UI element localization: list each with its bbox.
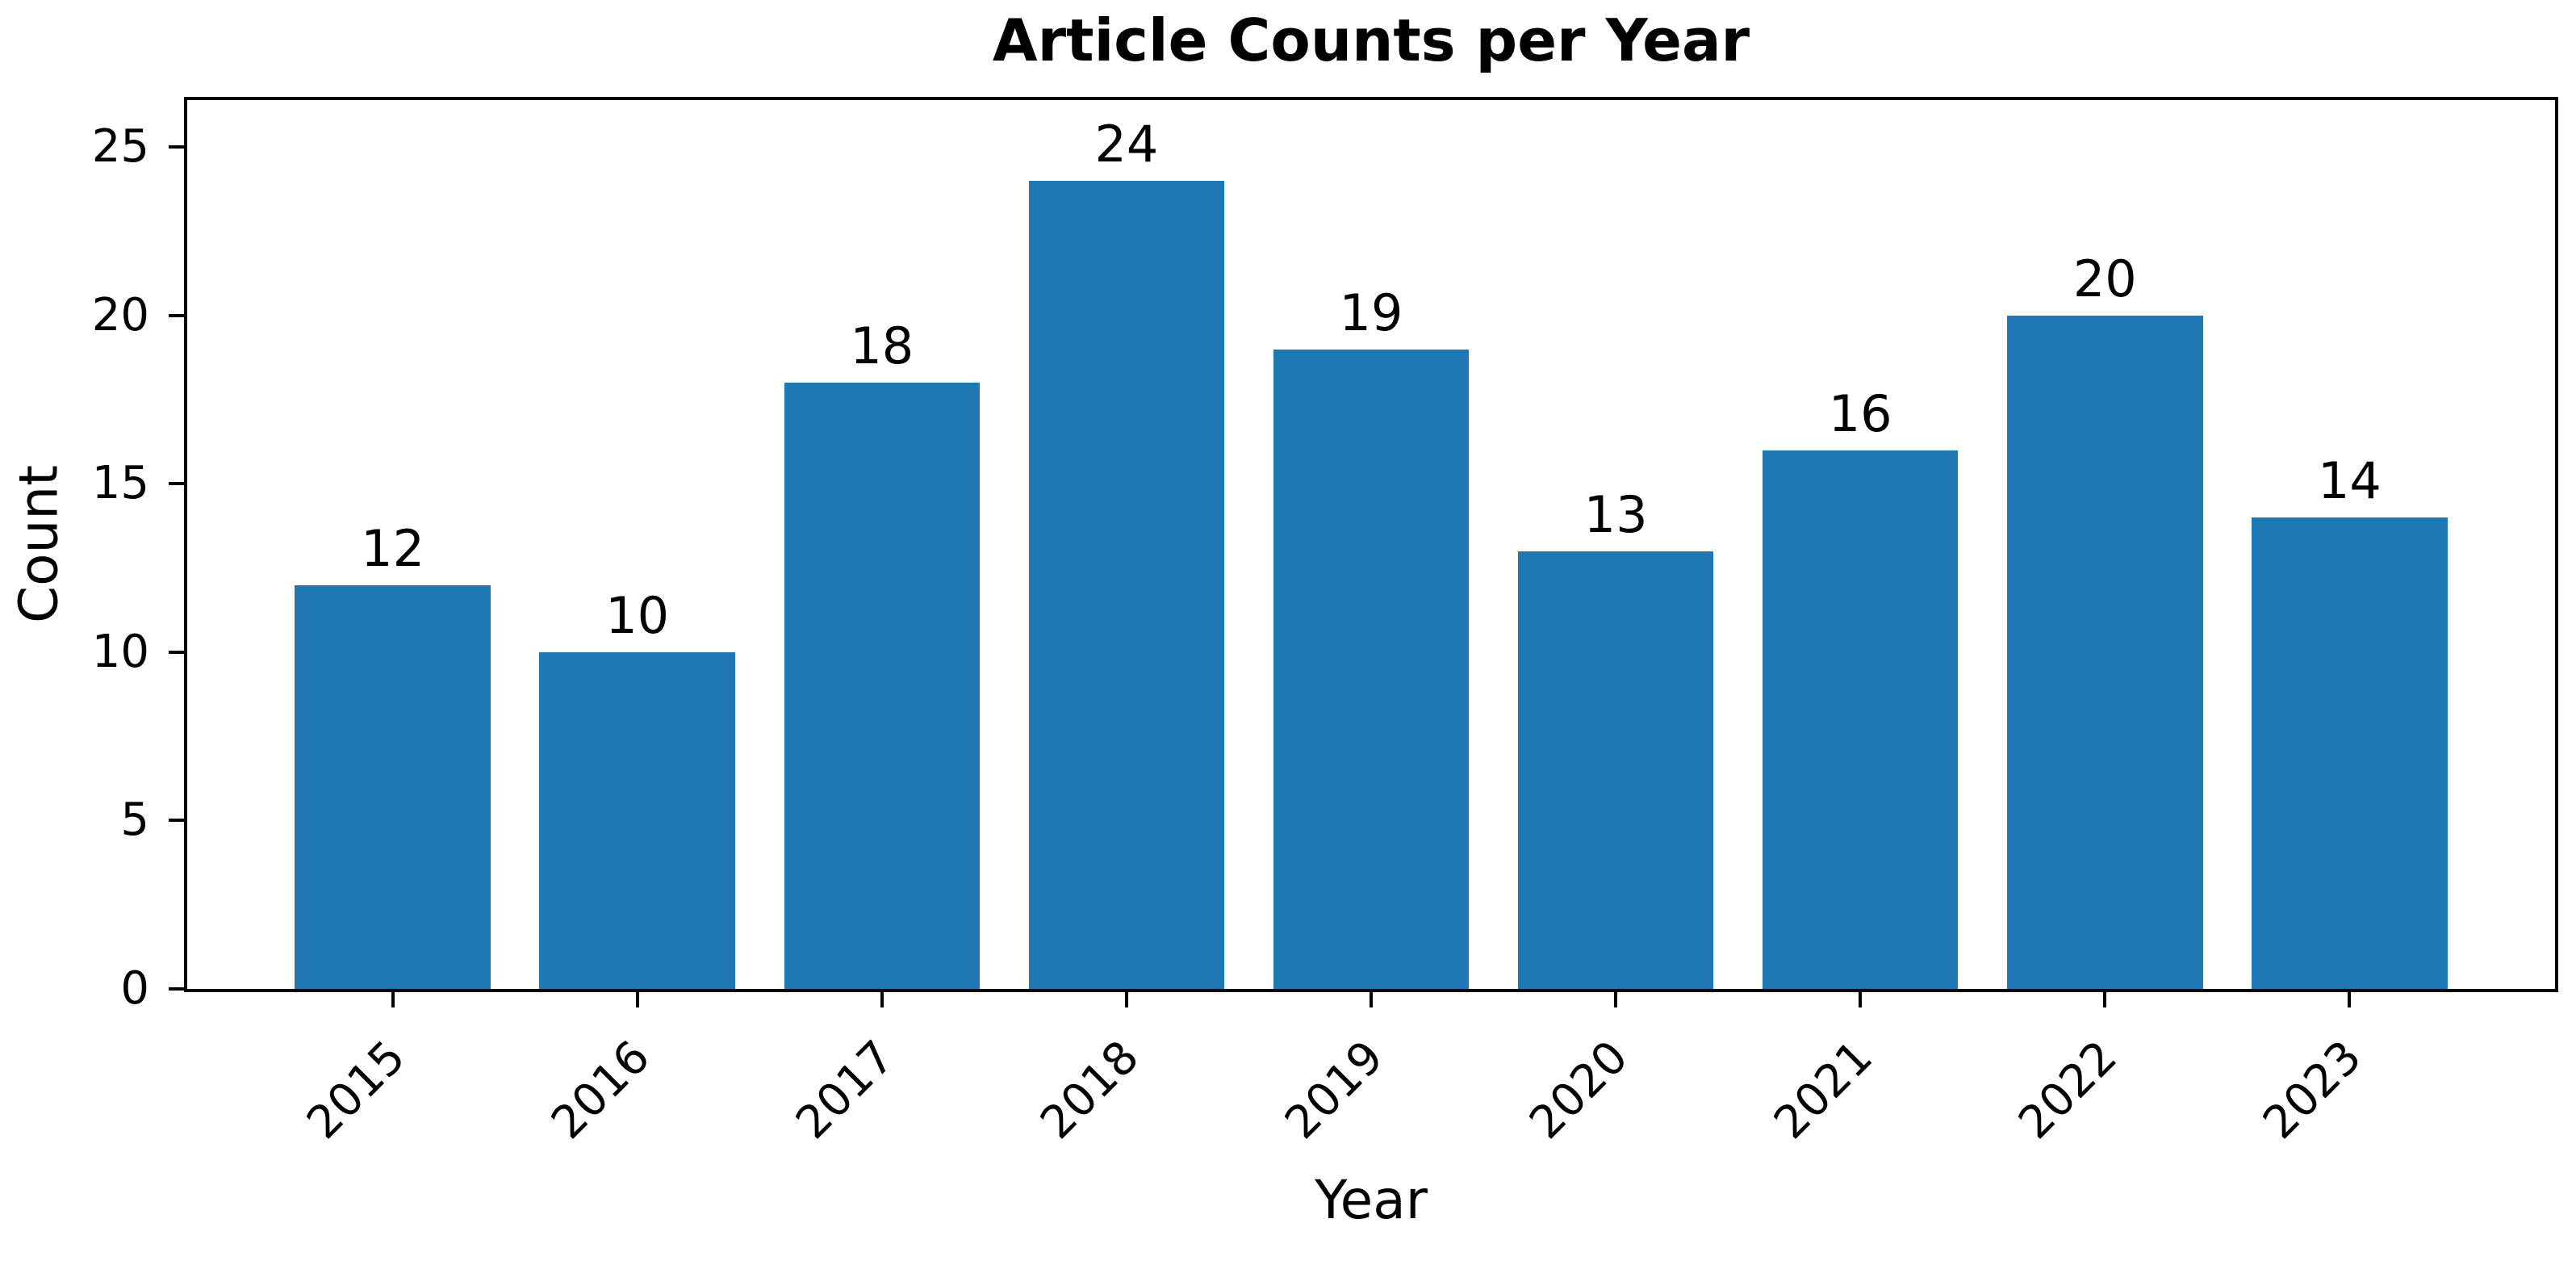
y-tick-label-15: 15 <box>91 457 149 510</box>
x-tick-mark <box>1124 992 1128 1007</box>
x-tick-label-2018: 2018 <box>1030 1030 1149 1150</box>
y-tick-mark <box>169 145 184 149</box>
x-tick-label-2022: 2022 <box>2009 1030 2128 1150</box>
x-tick-mark <box>391 992 395 1007</box>
chart-title: Article Counts per Year <box>992 6 1750 74</box>
bar-value-label-2021: 16 <box>1828 383 1892 443</box>
x-tick-label-2019: 2019 <box>1275 1030 1394 1150</box>
x-tick-mark <box>635 992 639 1007</box>
x-tick-mark <box>1859 992 1863 1007</box>
y-tick-mark <box>169 819 184 823</box>
x-tick-mark <box>2348 992 2352 1007</box>
x-tick-label-2016: 2016 <box>541 1030 660 1150</box>
y-tick-label-10: 10 <box>91 625 149 678</box>
bar-2021 <box>1762 450 1959 989</box>
y-tick-label-0: 0 <box>120 962 149 1015</box>
y-tick-label-5: 5 <box>120 794 149 847</box>
bar-value-label-2022: 20 <box>2072 249 2137 308</box>
y-tick-label-25: 25 <box>91 120 149 174</box>
bar-value-label-2020: 13 <box>1583 484 1648 544</box>
y-tick-mark <box>169 650 184 654</box>
x-tick-mark <box>2103 992 2107 1007</box>
y-tick-label-20: 20 <box>91 288 149 341</box>
bar-2022 <box>2007 315 2203 989</box>
plot-area: 12 10 18 24 19 13 16 20 14 <box>184 97 2558 992</box>
x-tick-label-2020: 2020 <box>1520 1030 1638 1150</box>
bar-2019 <box>1273 349 1470 989</box>
y-tick-mark <box>169 482 184 486</box>
y-tick-mark <box>169 987 184 991</box>
x-tick-mark <box>880 992 884 1007</box>
bar-value-label-2017: 18 <box>850 316 914 376</box>
x-tick-label-2015: 2015 <box>296 1030 416 1150</box>
bar-value-label-2016: 10 <box>605 585 670 645</box>
x-tick-mark <box>1370 992 1373 1007</box>
x-tick-label-2023: 2023 <box>2253 1030 2373 1150</box>
bar-2018 <box>1028 181 1225 989</box>
x-tick-mark <box>1614 992 1618 1007</box>
bar-2020 <box>1517 551 1714 989</box>
bar-2023 <box>2252 517 2448 989</box>
bar-2017 <box>784 383 981 989</box>
bar-2015 <box>295 584 491 989</box>
x-tick-label-2017: 2017 <box>785 1030 905 1150</box>
x-tick-label-2021: 2021 <box>1764 1030 1884 1150</box>
bar-2016 <box>539 651 735 989</box>
bar-value-label-2015: 12 <box>361 518 425 578</box>
bar-value-label-2019: 19 <box>1339 283 1403 342</box>
y-tick-mark <box>169 313 184 317</box>
bar-value-label-2023: 14 <box>2317 451 2382 511</box>
x-axis-label: Year <box>1315 1169 1428 1231</box>
bar-value-label-2018: 24 <box>1094 115 1159 174</box>
